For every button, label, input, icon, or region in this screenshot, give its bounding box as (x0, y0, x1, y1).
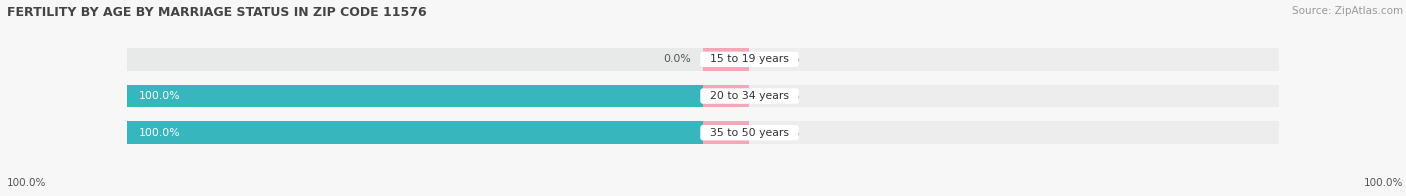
Bar (703, 48, 1279, 71)
Text: 100.0%: 100.0% (1364, 178, 1403, 188)
Text: 100.0%: 100.0% (139, 91, 180, 101)
Bar (127, 48, 703, 71)
Bar (127, 121, 703, 144)
Bar (127, 85, 703, 107)
Bar (703, 121, 1279, 144)
Text: FERTILITY BY AGE BY MARRIAGE STATUS IN ZIP CODE 11576: FERTILITY BY AGE BY MARRIAGE STATUS IN Z… (7, 6, 426, 19)
Text: 20 to 34 years: 20 to 34 years (703, 91, 796, 101)
Bar (703, 48, 749, 71)
Bar (127, 85, 703, 107)
Bar (127, 121, 703, 144)
Text: 0.0%: 0.0% (664, 54, 692, 64)
Bar (703, 85, 1279, 107)
Text: 100.0%: 100.0% (7, 178, 46, 188)
Text: 0.0%: 0.0% (772, 54, 800, 64)
Text: 35 to 50 years: 35 to 50 years (703, 128, 796, 138)
Text: 100.0%: 100.0% (139, 128, 180, 138)
Text: 0.0%: 0.0% (772, 128, 800, 138)
Text: 0.0%: 0.0% (772, 91, 800, 101)
Text: 15 to 19 years: 15 to 19 years (703, 54, 796, 64)
Bar (703, 121, 749, 144)
Text: Source: ZipAtlas.com: Source: ZipAtlas.com (1292, 6, 1403, 16)
Bar (703, 85, 749, 107)
